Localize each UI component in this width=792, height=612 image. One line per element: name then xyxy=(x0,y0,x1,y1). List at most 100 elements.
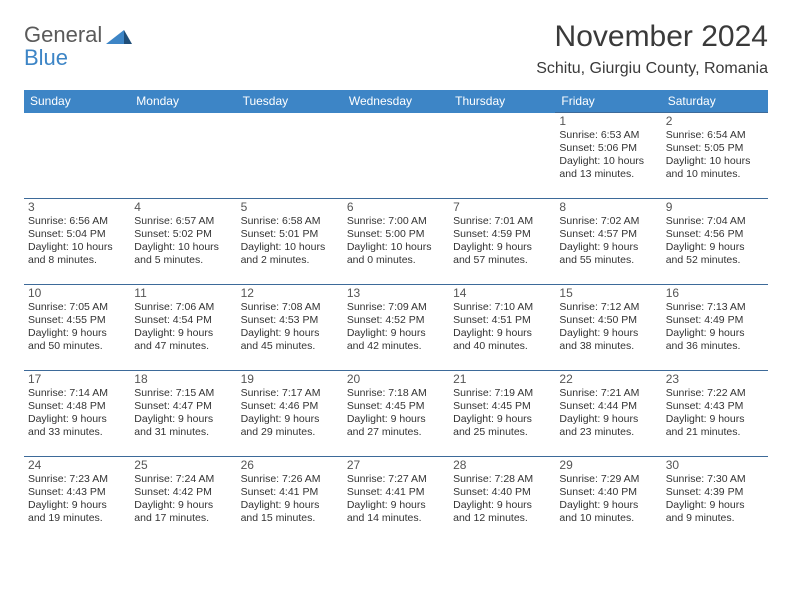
calendar-cell: 9Sunrise: 7:04 AMSunset: 4:56 PMDaylight… xyxy=(662,199,768,285)
day-number: 4 xyxy=(134,201,232,214)
day-sunset: Sunset: 4:50 PM xyxy=(559,314,657,327)
day-number: 11 xyxy=(134,287,232,300)
day-sunrise: Sunrise: 7:04 AM xyxy=(666,215,764,228)
day-daylight1: Daylight: 9 hours xyxy=(347,327,445,340)
day-daylight1: Daylight: 10 hours xyxy=(559,155,657,168)
day-daylight1: Daylight: 10 hours xyxy=(347,241,445,254)
day-number: 16 xyxy=(666,287,764,300)
day-sunset: Sunset: 4:47 PM xyxy=(134,400,232,413)
calendar-cell: 27Sunrise: 7:27 AMSunset: 4:41 PMDayligh… xyxy=(343,457,449,543)
day-number: 22 xyxy=(559,373,657,386)
weekday-header-row: SundayMondayTuesdayWednesdayThursdayFrid… xyxy=(24,90,768,113)
day-sunset: Sunset: 4:44 PM xyxy=(559,400,657,413)
day-daylight2: and 10 minutes. xyxy=(666,168,764,181)
day-sunrise: Sunrise: 7:18 AM xyxy=(347,387,445,400)
day-daylight1: Daylight: 9 hours xyxy=(559,327,657,340)
calendar-cell: 3Sunrise: 6:56 AMSunset: 5:04 PMDaylight… xyxy=(24,199,130,285)
calendar-cell: 25Sunrise: 7:24 AMSunset: 4:42 PMDayligh… xyxy=(130,457,236,543)
day-sunrise: Sunrise: 7:26 AM xyxy=(241,473,339,486)
day-number: 5 xyxy=(241,201,339,214)
day-sunrise: Sunrise: 7:05 AM xyxy=(28,301,126,314)
day-daylight1: Daylight: 9 hours xyxy=(666,327,764,340)
day-daylight1: Daylight: 9 hours xyxy=(559,241,657,254)
day-daylight1: Daylight: 9 hours xyxy=(453,241,551,254)
day-sunset: Sunset: 4:55 PM xyxy=(28,314,126,327)
day-daylight1: Daylight: 9 hours xyxy=(134,327,232,340)
logo: General Blue xyxy=(24,24,132,70)
day-sunrise: Sunrise: 7:28 AM xyxy=(453,473,551,486)
day-daylight1: Daylight: 9 hours xyxy=(134,413,232,426)
calendar-cell: 1Sunrise: 6:53 AMSunset: 5:06 PMDaylight… xyxy=(555,113,661,199)
day-sunset: Sunset: 4:39 PM xyxy=(666,486,764,499)
day-sunset: Sunset: 4:56 PM xyxy=(666,228,764,241)
day-sunrise: Sunrise: 7:01 AM xyxy=(453,215,551,228)
calendar-cell: 10Sunrise: 7:05 AMSunset: 4:55 PMDayligh… xyxy=(24,285,130,371)
day-sunrise: Sunrise: 6:56 AM xyxy=(28,215,126,228)
weekday-header: Saturday xyxy=(662,90,768,113)
day-daylight1: Daylight: 9 hours xyxy=(241,499,339,512)
day-daylight1: Daylight: 9 hours xyxy=(666,413,764,426)
day-sunrise: Sunrise: 7:10 AM xyxy=(453,301,551,314)
day-daylight2: and 27 minutes. xyxy=(347,426,445,439)
day-daylight2: and 42 minutes. xyxy=(347,340,445,353)
weekday-header: Friday xyxy=(555,90,661,113)
day-daylight2: and 21 minutes. xyxy=(666,426,764,439)
month-title: November 2024 xyxy=(536,20,768,54)
day-sunset: Sunset: 4:42 PM xyxy=(134,486,232,499)
day-daylight1: Daylight: 9 hours xyxy=(28,499,126,512)
day-sunset: Sunset: 4:46 PM xyxy=(241,400,339,413)
day-sunset: Sunset: 4:51 PM xyxy=(453,314,551,327)
day-daylight2: and 55 minutes. xyxy=(559,254,657,267)
day-number: 3 xyxy=(28,201,126,214)
day-number: 21 xyxy=(453,373,551,386)
calendar-cell: 22Sunrise: 7:21 AMSunset: 4:44 PMDayligh… xyxy=(555,371,661,457)
day-daylight1: Daylight: 10 hours xyxy=(134,241,232,254)
calendar-cell: 2Sunrise: 6:54 AMSunset: 5:05 PMDaylight… xyxy=(662,113,768,199)
day-number: 15 xyxy=(559,287,657,300)
day-daylight1: Daylight: 9 hours xyxy=(241,413,339,426)
day-daylight1: Daylight: 10 hours xyxy=(28,241,126,254)
day-sunset: Sunset: 4:48 PM xyxy=(28,400,126,413)
day-number: 17 xyxy=(28,373,126,386)
day-sunset: Sunset: 4:49 PM xyxy=(666,314,764,327)
day-number: 9 xyxy=(666,201,764,214)
day-daylight1: Daylight: 9 hours xyxy=(666,499,764,512)
day-sunrise: Sunrise: 7:06 AM xyxy=(134,301,232,314)
day-daylight1: Daylight: 9 hours xyxy=(453,499,551,512)
day-number: 13 xyxy=(347,287,445,300)
day-sunrise: Sunrise: 7:22 AM xyxy=(666,387,764,400)
day-sunrise: Sunrise: 7:13 AM xyxy=(666,301,764,314)
weekday-header: Monday xyxy=(130,90,236,113)
calendar-cell: 15Sunrise: 7:12 AMSunset: 4:50 PMDayligh… xyxy=(555,285,661,371)
day-sunrise: Sunrise: 7:15 AM xyxy=(134,387,232,400)
day-daylight1: Daylight: 9 hours xyxy=(134,499,232,512)
day-number: 7 xyxy=(453,201,551,214)
calendar-week-row: 1Sunrise: 6:53 AMSunset: 5:06 PMDaylight… xyxy=(24,113,768,199)
day-sunset: Sunset: 4:52 PM xyxy=(347,314,445,327)
day-number: 14 xyxy=(453,287,551,300)
day-sunset: Sunset: 5:02 PM xyxy=(134,228,232,241)
calendar-cell xyxy=(449,113,555,199)
day-daylight1: Daylight: 10 hours xyxy=(666,155,764,168)
calendar-week-row: 3Sunrise: 6:56 AMSunset: 5:04 PMDaylight… xyxy=(24,199,768,285)
day-sunset: Sunset: 4:54 PM xyxy=(134,314,232,327)
day-daylight2: and 15 minutes. xyxy=(241,512,339,525)
day-sunset: Sunset: 4:41 PM xyxy=(347,486,445,499)
calendar-cell: 14Sunrise: 7:10 AMSunset: 4:51 PMDayligh… xyxy=(449,285,555,371)
calendar-cell: 20Sunrise: 7:18 AMSunset: 4:45 PMDayligh… xyxy=(343,371,449,457)
day-daylight1: Daylight: 9 hours xyxy=(559,499,657,512)
day-daylight2: and 36 minutes. xyxy=(666,340,764,353)
day-daylight1: Daylight: 9 hours xyxy=(347,499,445,512)
calendar-cell xyxy=(130,113,236,199)
day-number: 2 xyxy=(666,115,764,128)
day-number: 24 xyxy=(28,459,126,472)
day-number: 18 xyxy=(134,373,232,386)
day-daylight2: and 23 minutes. xyxy=(559,426,657,439)
calendar-cell: 16Sunrise: 7:13 AMSunset: 4:49 PMDayligh… xyxy=(662,285,768,371)
weekday-header: Wednesday xyxy=(343,90,449,113)
day-sunrise: Sunrise: 7:23 AM xyxy=(28,473,126,486)
day-sunrise: Sunrise: 7:00 AM xyxy=(347,215,445,228)
day-number: 25 xyxy=(134,459,232,472)
day-daylight2: and 14 minutes. xyxy=(347,512,445,525)
day-daylight2: and 38 minutes. xyxy=(559,340,657,353)
